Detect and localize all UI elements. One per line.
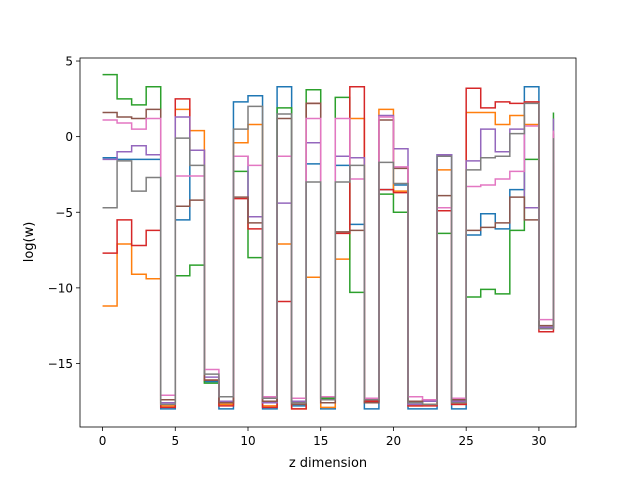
series-line-2 bbox=[102, 108, 555, 410]
y-tick-label: 0 bbox=[65, 130, 73, 144]
x-tick-label: 5 bbox=[171, 434, 179, 448]
x-tick-label: 10 bbox=[240, 434, 255, 448]
x-tick-label: 30 bbox=[531, 434, 546, 448]
y-tick-label: −15 bbox=[48, 357, 73, 371]
y-tick-label: −10 bbox=[48, 281, 73, 295]
y-tick-label: 5 bbox=[65, 55, 73, 69]
axes-frame bbox=[79, 57, 577, 428]
x-tick-label: 15 bbox=[313, 434, 328, 448]
x-tick-label: 0 bbox=[99, 434, 107, 448]
y-tick-label: −5 bbox=[55, 206, 73, 220]
x-axis-label: z dimension bbox=[289, 456, 367, 471]
series-line-8 bbox=[102, 102, 555, 406]
series-line-6 bbox=[102, 102, 555, 406]
y-axis-label: log(w) bbox=[22, 222, 37, 263]
x-tick-label: 25 bbox=[459, 434, 474, 448]
x-tick-label: 20 bbox=[386, 434, 401, 448]
series-layer bbox=[102, 73, 555, 410]
x-axis: 0 5 10 15 20 25 30 bbox=[99, 427, 547, 448]
y-axis: 5 0 −5 −10 −15 bbox=[48, 55, 80, 371]
